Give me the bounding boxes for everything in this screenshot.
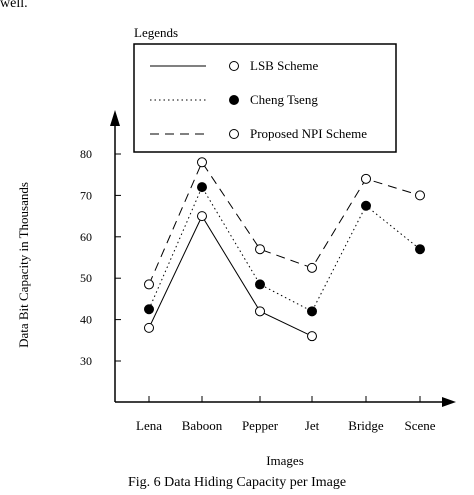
y-tick-label: 50	[80, 271, 92, 285]
y-axis-arrow	[110, 110, 120, 126]
data-point	[307, 331, 317, 342]
series-line-2	[148, 161, 421, 285]
legend-label-0: LSB Scheme	[250, 58, 318, 73]
leading-text: well.	[0, 0, 28, 11]
legend-marker-0	[229, 61, 239, 71]
x-tick-label: Bridge	[348, 418, 384, 433]
x-ticks: Lena Baboon Pepper Jet Bridge Scene	[136, 396, 436, 433]
y-tick-label: 80	[80, 147, 92, 161]
legend-box	[133, 43, 397, 153]
x-tick-label: Baboon	[182, 418, 223, 433]
data-point	[307, 262, 317, 273]
data-point	[197, 182, 207, 193]
series-line-0	[148, 215, 313, 337]
data-point	[361, 200, 371, 211]
data-point	[255, 306, 265, 317]
data-point	[415, 244, 425, 255]
legend-marker-1	[229, 95, 239, 105]
data-point	[197, 157, 207, 168]
series-line-1	[148, 186, 421, 312]
x-tick-label: Jet	[305, 418, 320, 433]
legend-label-1: Cheng Tseng	[250, 92, 318, 107]
y-tick-label: 60	[80, 230, 92, 244]
data-point	[255, 279, 265, 290]
x-axis-arrow	[442, 397, 456, 407]
data-point	[144, 304, 154, 315]
x-axis-label: Images	[266, 453, 304, 468]
data-point	[197, 211, 207, 222]
data-point	[144, 322, 154, 333]
y-tick-label: 70	[80, 188, 92, 202]
data-point	[255, 244, 265, 255]
figure-caption: Fig. 6 Data Hiding Capacity per Image	[127, 475, 347, 490]
x-tick-label: Scene	[404, 418, 435, 433]
legend-label-2: Proposed NPI Scheme	[250, 126, 367, 141]
legend: Legends LSB Scheme Cheng Tseng Proposed NPI…	[133, 25, 397, 153]
y-ticks: 30 40 50 60 70 80	[80, 147, 121, 368]
x-tick-label: Pepper	[242, 418, 279, 433]
data-point	[144, 279, 154, 290]
data-point	[307, 306, 317, 317]
axes	[110, 110, 456, 407]
data-point	[361, 173, 371, 184]
y-tick-label: 40	[80, 313, 92, 327]
y-axis-label: Data Bit Capacity in Thousands	[16, 182, 31, 348]
legend-marker-2	[229, 129, 239, 139]
legend-title: Legends	[134, 25, 178, 40]
y-tick-label: 30	[80, 354, 92, 368]
axis-labels: Images Data Bit Capacity in Thousands	[16, 182, 304, 468]
series-layer	[144, 157, 425, 342]
x-tick-label: Lena	[136, 418, 162, 433]
data-point	[415, 190, 425, 201]
